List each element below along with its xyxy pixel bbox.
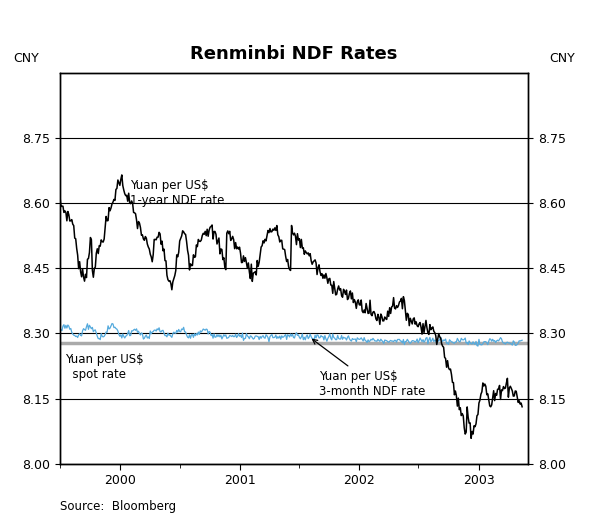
Text: Yuan per US$
3-month NDF rate: Yuan per US$ 3-month NDF rate xyxy=(313,339,426,399)
Title: Renminbi NDF Rates: Renminbi NDF Rates xyxy=(190,45,398,63)
Text: Yuan per US$
  spot rate: Yuan per US$ spot rate xyxy=(65,353,143,381)
Text: CNY: CNY xyxy=(549,52,575,65)
Text: Source:  Bloomberg: Source: Bloomberg xyxy=(60,500,176,513)
Text: Yuan per US$
1-year NDF rate: Yuan per US$ 1-year NDF rate xyxy=(130,179,224,207)
Text: CNY: CNY xyxy=(13,52,39,65)
